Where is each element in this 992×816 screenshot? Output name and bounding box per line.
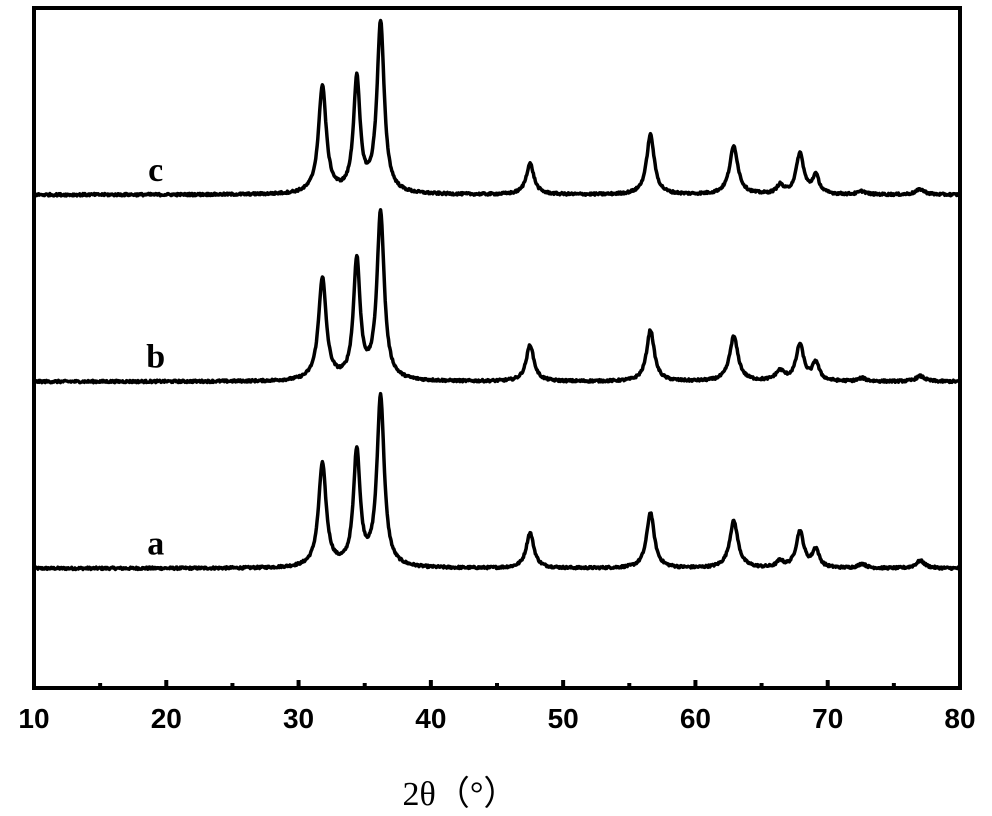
series-label-c: c — [148, 152, 163, 189]
series-line-b — [34, 210, 960, 383]
x-tick-label: 40 — [415, 703, 446, 734]
x-tick-label: 20 — [151, 703, 182, 734]
x-tick-label: 30 — [283, 703, 314, 734]
plot-frame — [34, 8, 960, 688]
x-axis-tick-labels: 10 20 30 40 50 60 70 80 — [18, 703, 975, 734]
series-line-c — [34, 21, 960, 196]
x-tick-label: 70 — [812, 703, 843, 734]
series-label-a: a — [147, 525, 164, 562]
x-tick-label: 80 — [944, 703, 975, 734]
x-tick-label: 60 — [680, 703, 711, 734]
series-labels: a b c — [146, 152, 165, 563]
x-tick-label: 50 — [548, 703, 579, 734]
x-tick-label: 10 — [18, 703, 49, 734]
series-label-b: b — [146, 339, 165, 376]
x-axis-label: 2θ（°） — [403, 775, 518, 813]
series-line-a — [34, 394, 960, 570]
series-lines — [34, 21, 960, 570]
